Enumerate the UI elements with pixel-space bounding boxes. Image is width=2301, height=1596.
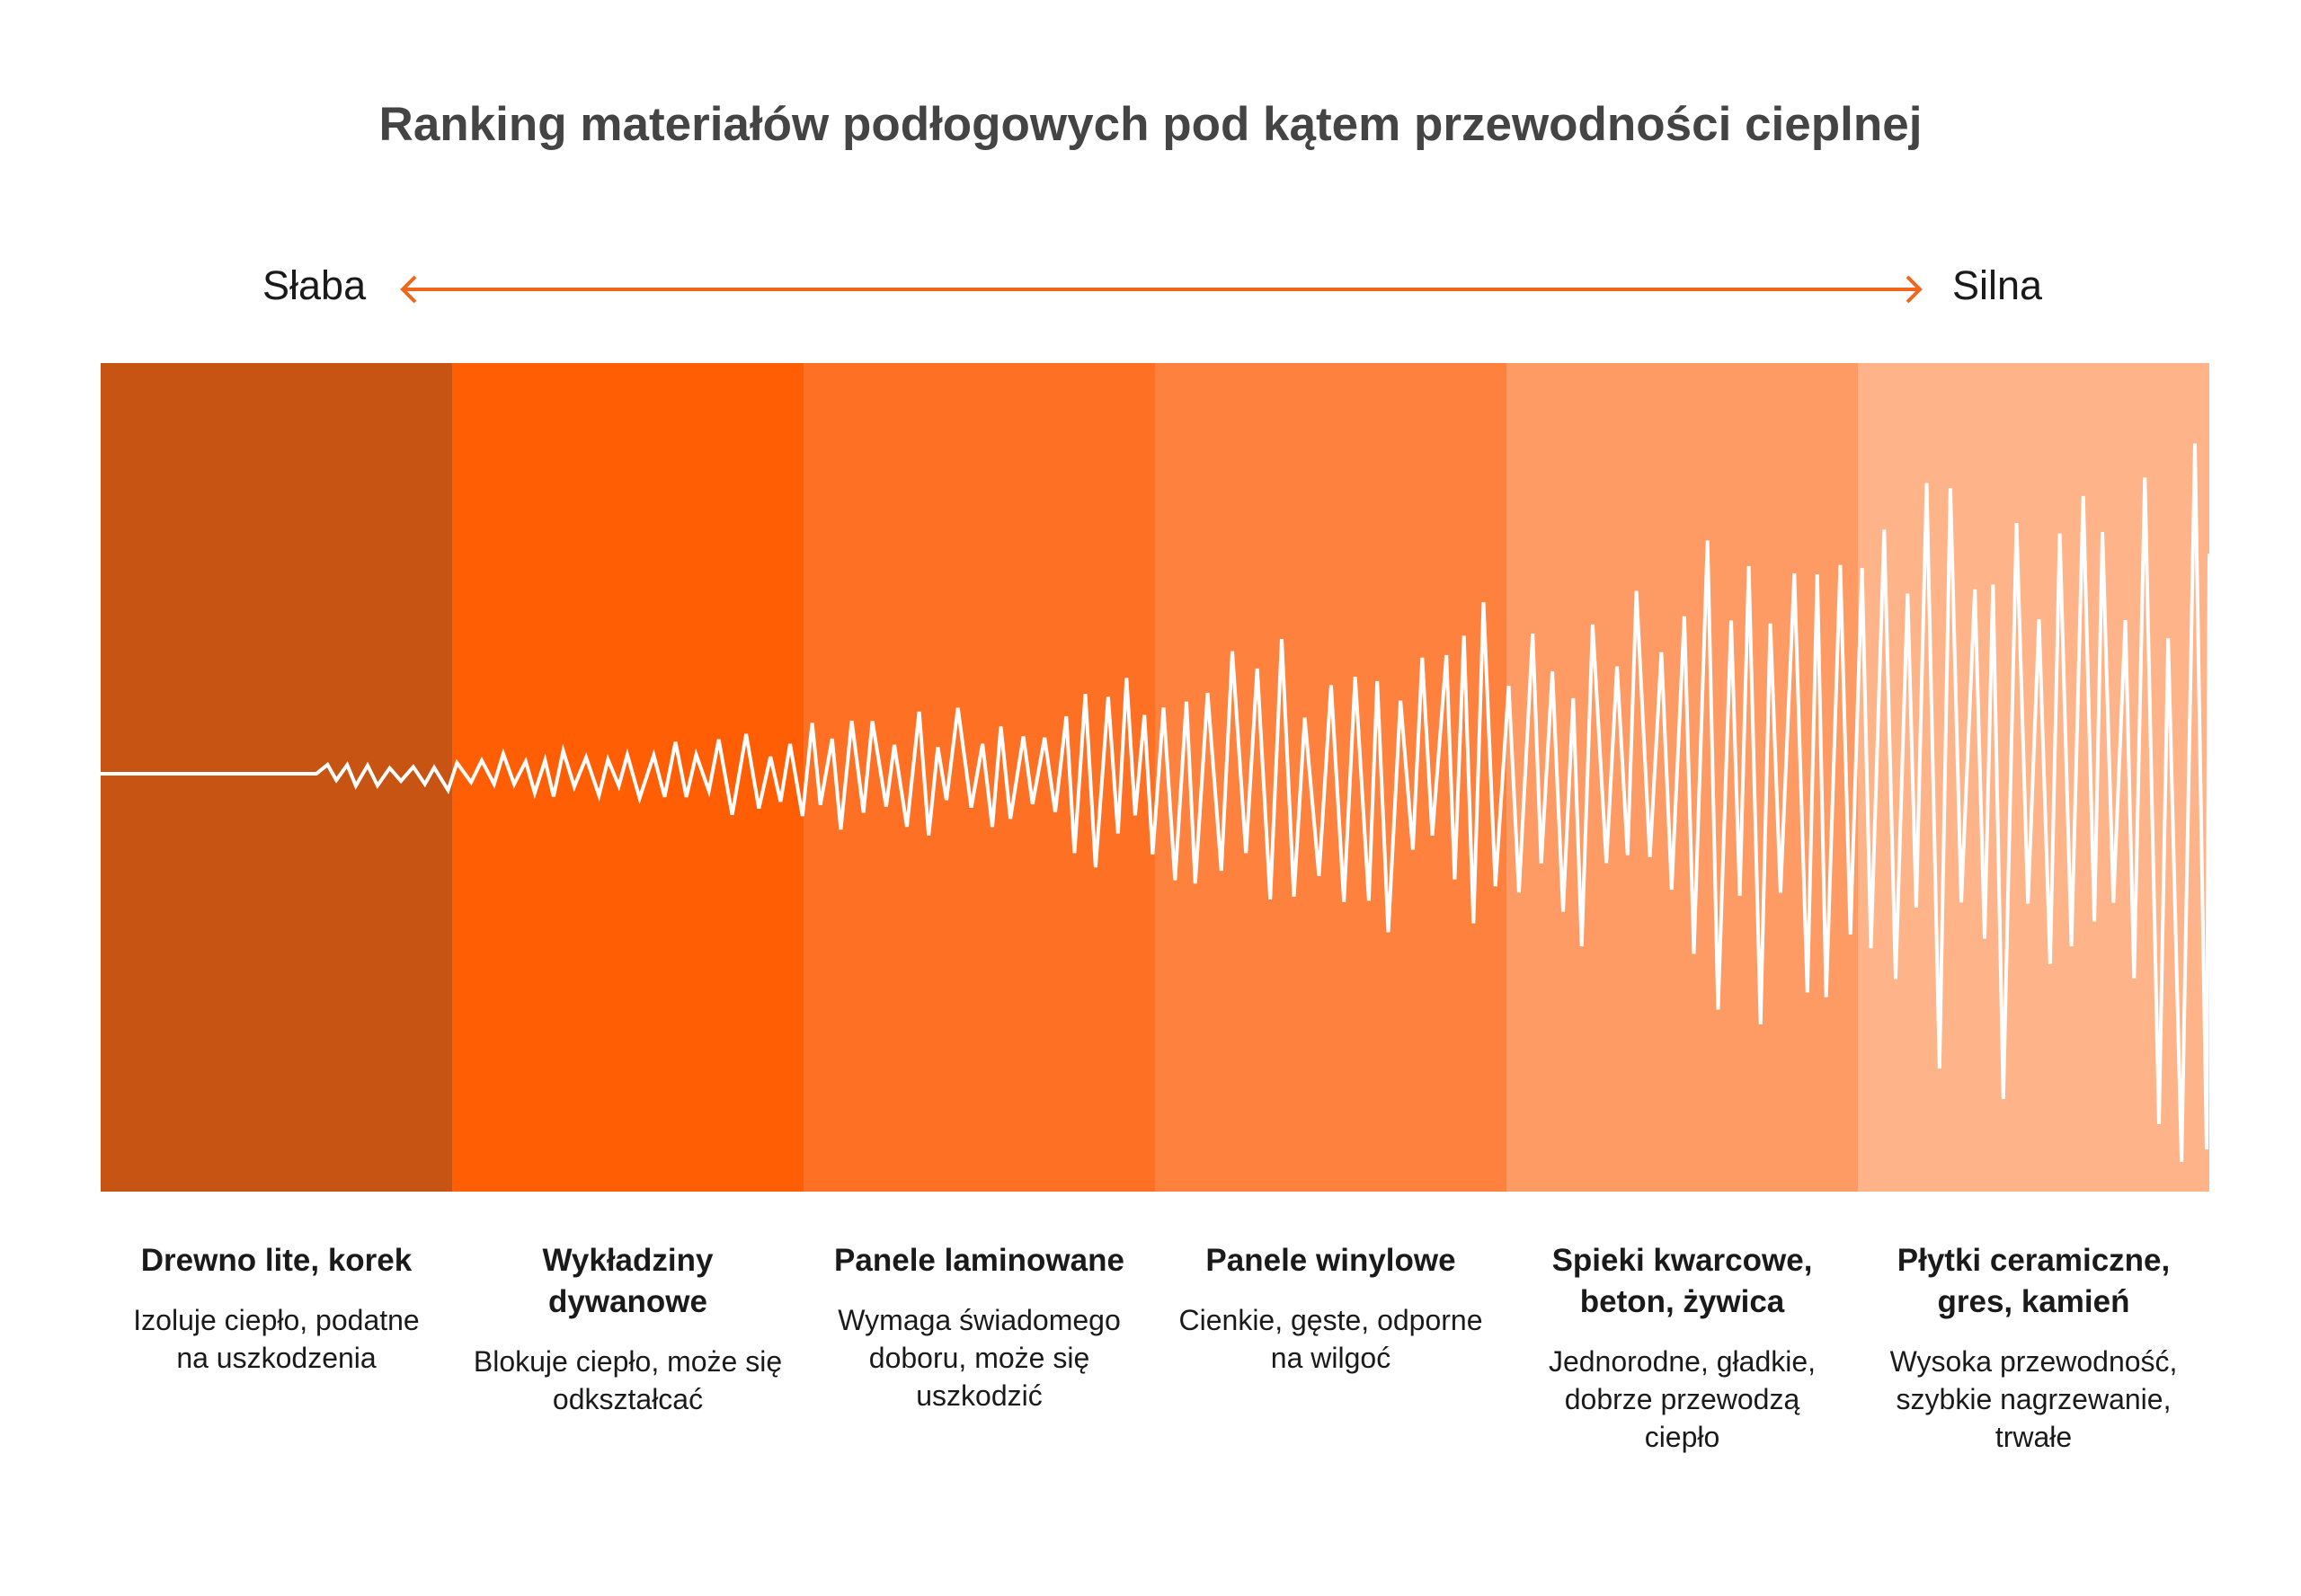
caption-title: Wykładziny dywanowe — [542, 1243, 714, 1319]
caption-wood-cork: Drewno lite, korek Izoluje ciepło, podat… — [101, 1240, 452, 1456]
caption-description: Jednorodne, gładkie, dobrze przewodzą ci… — [1548, 1345, 1817, 1453]
conductivity-waveform — [101, 443, 2209, 1162]
caption-vinyl: Panele winylowe Cienkie, gęste, odporne … — [1155, 1240, 1506, 1456]
caption-carpet: Wykładziny dywanowe Blokuje ciepło, może… — [452, 1240, 804, 1456]
caption-title: Spieki kwarcowe, beton, żywica — [1551, 1243, 1813, 1319]
waveform-line — [101, 443, 2209, 1162]
caption-title: Panele winylowe — [1205, 1243, 1456, 1278]
strong-label: Silna — [1952, 262, 2043, 308]
arrow-right-head — [1906, 275, 1923, 304]
caption-description: Izoluje ciepło, podatne na uszkodzenia — [133, 1304, 420, 1374]
weak-label: Słaba — [262, 262, 367, 308]
band-laminate — [804, 363, 1155, 1192]
page-title: Ranking materiałów podłogowych pod kątem… — [378, 98, 1923, 151]
caption-laminate: Panele laminowane Wymaga świadomego dobo… — [804, 1240, 1155, 1456]
caption-title: Płytki ceramiczne, gres, kamień — [1897, 1243, 2171, 1319]
category-captions: Drewno lite, korek Izoluje ciepło, podat… — [101, 1240, 2209, 1456]
arrow-left-head — [400, 275, 417, 304]
caption-description: Cienkie, gęste, odporne na wilgoć — [1178, 1304, 1483, 1374]
caption-title: Panele laminowane — [834, 1243, 1124, 1278]
band-wood-cork — [101, 363, 452, 1192]
caption-description: Blokuje ciepło, może się odkształcać — [473, 1345, 783, 1415]
caption-title: Drewno lite, korek — [140, 1243, 413, 1278]
caption-description: Wymaga świadomego doboru, może się uszko… — [838, 1304, 1121, 1412]
conductivity-bands — [101, 363, 2209, 1192]
caption-description: Wysoka przewodność, szybkie nagrzewanie,… — [1889, 1345, 2178, 1453]
conductivity-arrow — [400, 275, 1923, 304]
caption-quartz-concrete-resin: Spieki kwarcowe, beton, żywica Jednorodn… — [1506, 1240, 1858, 1456]
caption-ceramic-stone: Płytki ceramiczne, gres, kamień Wysoka p… — [1858, 1240, 2209, 1456]
